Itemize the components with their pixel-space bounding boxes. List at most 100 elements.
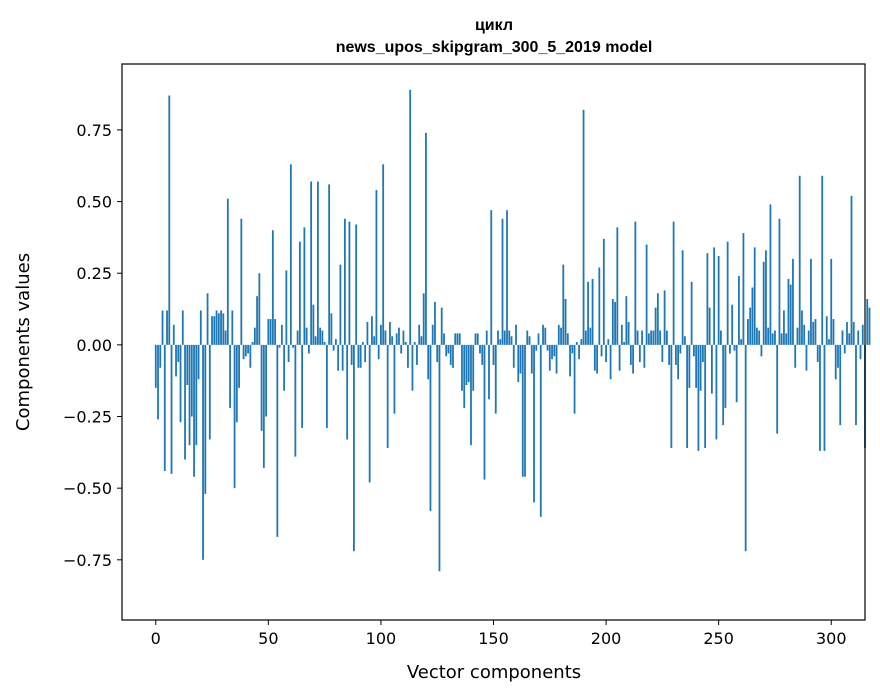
x-tick-label: 150: [478, 629, 509, 648]
chart-title-line2: news_upos_skipgram_300_5_2019 model: [336, 39, 653, 56]
bar: [846, 321, 848, 345]
bar: [778, 218, 781, 345]
bar: [310, 181, 313, 345]
bar: [688, 344, 691, 388]
bar: [787, 278, 790, 345]
bar: [704, 344, 707, 449]
bar: [476, 333, 479, 345]
bar: [490, 210, 493, 345]
bar: [699, 344, 702, 391]
y-tick-label: 0.25: [76, 264, 112, 283]
bar: [641, 330, 643, 345]
bar: [280, 324, 283, 345]
bar: [607, 339, 610, 345]
bar: [508, 330, 511, 345]
bar: [458, 333, 461, 345]
bar: [537, 333, 540, 345]
bar: [276, 344, 279, 537]
bar: [546, 344, 549, 351]
bar: [202, 344, 204, 560]
bar: [357, 344, 360, 368]
bar: [580, 339, 583, 345]
bar: [769, 204, 772, 345]
bar: [859, 344, 862, 360]
bar: [368, 344, 371, 483]
bar: [382, 164, 385, 345]
bar: [429, 344, 432, 512]
bar: [474, 333, 477, 345]
bar: [760, 344, 763, 357]
bar: [819, 344, 821, 451]
bar: [744, 344, 747, 552]
bar: [539, 344, 542, 517]
bar: [168, 95, 171, 345]
bar: [679, 344, 682, 354]
bar: [402, 330, 405, 345]
bar: [393, 344, 396, 414]
bar: [404, 342, 407, 345]
bar: [659, 330, 662, 345]
x-tick-label: 300: [816, 629, 847, 648]
bar: [796, 327, 799, 345]
bar: [566, 333, 569, 345]
bar: [418, 324, 421, 345]
bar: [695, 344, 698, 388]
bar: [375, 190, 378, 345]
bar: [465, 344, 468, 385]
bar: [771, 333, 774, 345]
bar: [411, 344, 414, 391]
bar: [677, 344, 680, 380]
bar: [506, 210, 508, 345]
bar: [217, 313, 220, 345]
bar: [618, 344, 621, 371]
bar: [339, 264, 342, 345]
bar: [521, 344, 524, 477]
bar: [438, 344, 441, 572]
bar: [249, 344, 252, 368]
bar: [749, 307, 752, 345]
bar: [344, 218, 346, 345]
bar: [285, 270, 288, 345]
bar: [389, 321, 391, 345]
bar: [663, 290, 666, 345]
bar: [463, 344, 466, 408]
bar: [177, 344, 180, 363]
bar: [211, 316, 213, 345]
bar: [398, 327, 400, 345]
bar: [632, 344, 634, 374]
bar: [629, 344, 632, 365]
bar: [384, 330, 387, 345]
bar: [242, 344, 245, 360]
bar: [447, 344, 450, 354]
bar: [461, 344, 463, 391]
bar: [692, 344, 695, 357]
bar: [715, 344, 718, 440]
bar: [652, 330, 655, 345]
bar: [765, 250, 767, 345]
y-axis-ticks: −0.75 −0.50 −0.25 0.00 0.25 0.50 0.75: [63, 121, 122, 570]
bar: [762, 261, 765, 345]
bar: [823, 344, 826, 451]
bar: [307, 344, 310, 354]
bar: [199, 310, 202, 345]
bar: [855, 344, 857, 426]
bar: [839, 344, 842, 426]
bar: [620, 324, 623, 345]
bar: [470, 344, 472, 446]
bar: [377, 344, 380, 360]
bar: [231, 310, 234, 345]
bar: [807, 330, 810, 345]
x-tick-label: 50: [258, 629, 278, 648]
bar: [868, 307, 871, 345]
bar: [472, 344, 475, 391]
bar: [848, 333, 851, 345]
bar: [733, 344, 736, 351]
bar: [861, 324, 864, 345]
bar: [454, 333, 457, 345]
bar: [154, 344, 157, 388]
bar: [562, 264, 565, 345]
bar: [346, 344, 349, 440]
bar: [226, 198, 229, 345]
bar: [767, 327, 770, 345]
bar: [229, 344, 231, 408]
